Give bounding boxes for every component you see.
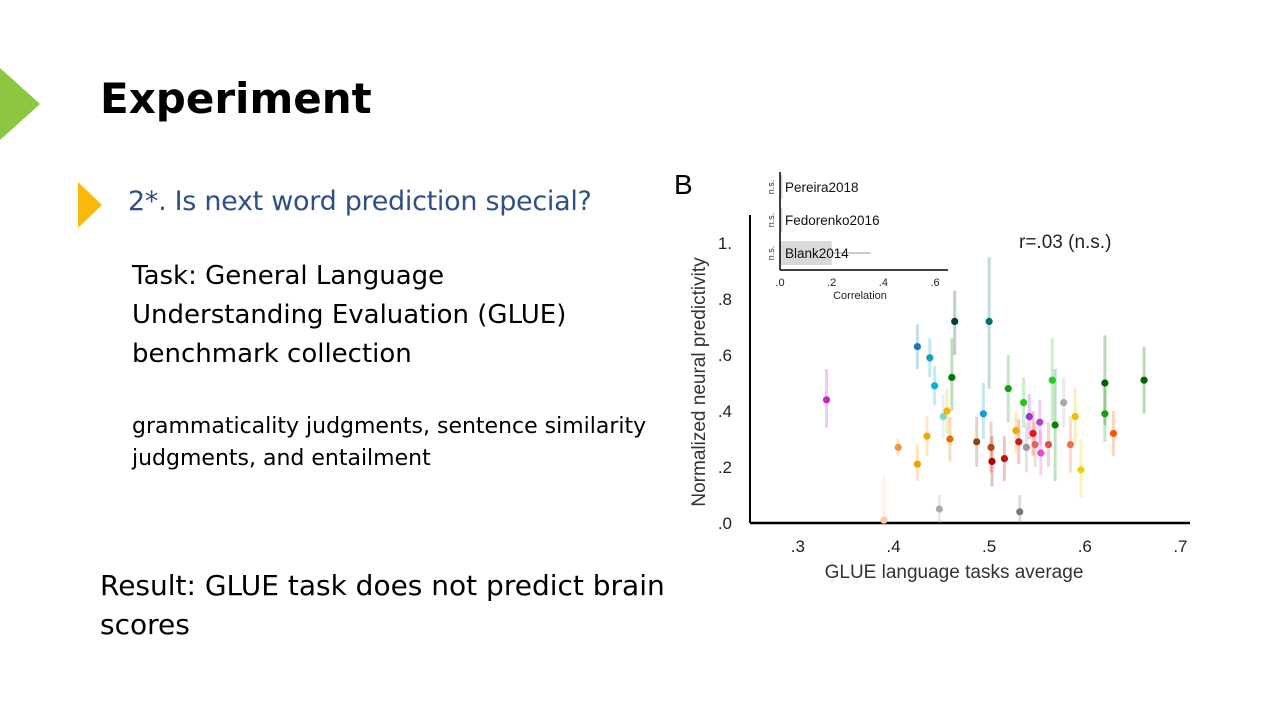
task-description: Task: General Language Understanding Eva… [132,261,567,369]
data-point [1019,399,1028,407]
data-point [1016,508,1024,516]
question-heading: 2*. Is next word prediction special? [128,186,592,217]
x-tick-label: .4 [886,537,900,556]
data-point [1051,421,1059,429]
y-axis-label: Normalized neural predictivity [689,257,710,507]
inset-category-label: Pereira2018 [785,180,859,195]
y-tick-label: .0 [718,514,732,533]
data-point [1044,441,1053,449]
data-point [1060,399,1068,407]
data-point [985,317,993,325]
data-point [894,443,902,451]
data-point [926,354,934,362]
result-text: Result: GLUE task does not predict brain… [100,569,665,641]
inset-significance-label: n.s. [766,180,776,195]
data-point [948,373,956,381]
inset-x-tick-label: .6 [930,277,939,289]
data-point [1037,449,1045,457]
inset-significance-label: n.s. [766,213,776,228]
data-point [1077,466,1085,474]
data-point [1071,413,1079,421]
data-point [1025,413,1033,421]
data-point [880,516,888,524]
x-tick-label: .6 [1078,537,1092,556]
data-point [1015,438,1023,446]
x-axis-label: GLUE language tasks average [825,562,1084,583]
data-point [1022,443,1031,451]
data-point [913,343,921,351]
inset-category-label: Blank2014 [785,246,849,261]
x-tick-label: .3 [791,537,805,556]
data-point [1000,455,1009,463]
main-plot-area: .3 .4 .5 .6 .7 .0 .2 .4 .6 .8 1. [718,215,1190,556]
x-tick-label: .5 [982,537,996,556]
inset-bar-chart: Pereira2018 n.s. Fedorenko2016 n.s. Blank201… [766,172,949,302]
inset-x-tick-label: .2 [827,277,836,289]
data-point [913,460,921,468]
y-tick-label: .6 [718,346,732,365]
data-point [946,435,954,443]
y-tick-label: .2 [718,458,732,477]
data-point [943,407,951,415]
task-details: grammaticality judgments, sentence simil… [132,414,647,471]
inset-x-tick-label: .0 [775,277,784,289]
data-point [1101,410,1109,418]
y-tick-label: 1. [718,234,732,253]
data-point [1036,418,1044,426]
data-point [931,382,939,390]
data-point [988,457,996,465]
x-tick-label: .7 [1173,537,1187,556]
data-point [1048,376,1056,384]
data-point [987,443,995,451]
panel-label: B [674,169,693,200]
slide-title: Experiment [100,74,372,123]
inset-category-label: Fedorenko2016 [785,213,880,228]
data-point [1029,429,1037,437]
inset-significance-label: n.s. [766,246,776,261]
bullet-triangle-icon [78,182,102,228]
data-point [1109,429,1118,437]
data-point [1004,385,1012,393]
data-point [979,410,987,418]
data-point [822,396,831,404]
data-point [951,317,959,325]
data-point [939,413,947,421]
correlation-annotation: r=.03 (n.s.) [1019,232,1111,253]
data-point [1066,441,1075,449]
data-point [923,432,931,440]
data-point [935,505,943,513]
inset-bar [780,208,783,232]
data-point [973,438,981,446]
y-tick-label: .4 [718,402,732,421]
data-point [1140,376,1148,384]
inset-bar [780,175,783,199]
data-point [1031,441,1039,449]
data-point [1012,427,1020,435]
y-tick-label: .8 [718,290,732,309]
inset-x-axis-label: Correlation [833,290,887,302]
inset-bar [780,241,832,265]
glue-scatter-chart: B r=.03 (n.s.) Normalized neural predict… [674,169,1190,583]
data-point [1101,379,1109,387]
accent-triangle [0,68,40,140]
inset-x-tick-label: .4 [879,277,888,289]
